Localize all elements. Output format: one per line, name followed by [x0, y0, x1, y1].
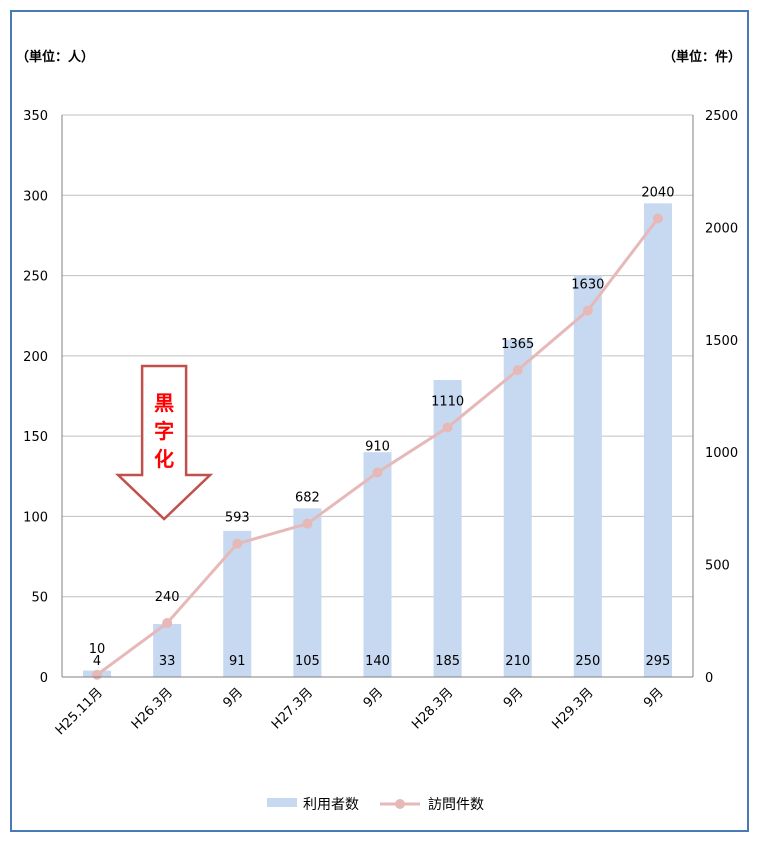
line-point [582, 305, 593, 316]
line-data-label: 1110 [431, 394, 464, 409]
x-tick-label: H27.3月 [269, 685, 316, 732]
bar-data-label: 185 [435, 654, 460, 669]
x-tick-label: H25.11月 [53, 685, 106, 738]
left-tick-label: 100 [23, 510, 48, 525]
left-tick-label: 50 [31, 591, 48, 606]
bar-data-label: 4 [93, 654, 101, 669]
legend-label-line: 訪問件数 [428, 797, 484, 813]
annotation-char: 黒 [154, 391, 174, 415]
bar-data-label: 33 [159, 654, 176, 669]
left-tick-label: 300 [23, 189, 48, 204]
left-axis-unit: （単位：人） [16, 50, 95, 65]
left-tick-label: 200 [23, 350, 48, 365]
bar-data-label: 210 [505, 654, 530, 669]
annotation-arrow: 黒字化 [114, 364, 214, 521]
line-data-label: 682 [295, 491, 320, 506]
right-tick-label: 500 [705, 559, 730, 574]
line-data-label: 1365 [501, 337, 534, 352]
bar [643, 203, 672, 678]
line-point [652, 213, 663, 224]
line-point [302, 518, 313, 529]
line-data-label: 2040 [641, 185, 674, 200]
line-data-label: 10 [89, 642, 106, 657]
bar-data-label: 91 [229, 654, 246, 669]
x-tick-label: 9月 [361, 685, 387, 711]
x-tick-label: 9月 [501, 685, 527, 711]
bar-data-label: 295 [646, 654, 671, 669]
line-point [372, 467, 383, 478]
line-point [512, 365, 523, 376]
line-data-label: 910 [365, 439, 390, 454]
bar-data-label: 250 [575, 654, 600, 669]
annotation-char: 字 [154, 419, 174, 443]
bar-series [83, 203, 672, 678]
bar-data-label: 105 [295, 654, 320, 669]
bar [153, 624, 182, 677]
left-tick-label: 350 [23, 109, 48, 124]
right-tick-label: 1500 [705, 334, 738, 349]
left-tick-label: 150 [23, 430, 48, 445]
x-tick-label: H29.3月 [549, 685, 596, 732]
down-arrow-shape [114, 364, 214, 521]
line-data-label: 593 [225, 511, 250, 526]
x-tick-label: H28.3月 [409, 685, 456, 732]
bar [293, 508, 322, 677]
bar-data-label: 140 [365, 654, 390, 669]
right-axis-unit: （単位：件） [662, 50, 741, 65]
line-point [162, 618, 173, 629]
legend-label-bars: 利用者数 [303, 797, 359, 813]
legend-swatch-bars [267, 798, 297, 807]
bar-data-labels: 4 33 91 105 140 185 210 250 295 [93, 654, 670, 669]
chart-frame: （単位：人） （単位：件） [10, 10, 749, 832]
bar [573, 275, 602, 677]
right-tick-label: 1000 [705, 446, 738, 461]
line-point [442, 422, 453, 433]
left-tick-label: 0 [40, 671, 48, 686]
line-data-label: 240 [155, 590, 180, 605]
bar [363, 452, 392, 677]
legend-marker-line [395, 799, 405, 809]
x-tick-label: 9月 [220, 685, 246, 711]
right-tick-label: 2000 [705, 221, 738, 236]
line-point [232, 538, 243, 549]
legend: 利用者数 訪問件数 [267, 797, 484, 813]
right-tick-label: 2500 [705, 109, 738, 124]
right-tick-label: 0 [705, 671, 713, 686]
x-tick-label: H26.3月 [129, 685, 176, 732]
line-data-label: 1630 [571, 278, 604, 293]
x-tick-label: 9月 [641, 685, 667, 711]
bar [503, 339, 532, 677]
line-data-labels: 10 240 593 682 910 1110 1365 1630 2040 [89, 185, 675, 656]
annotation-char: 化 [154, 447, 174, 471]
line-point [92, 669, 103, 680]
left-tick-label: 250 [23, 270, 48, 285]
